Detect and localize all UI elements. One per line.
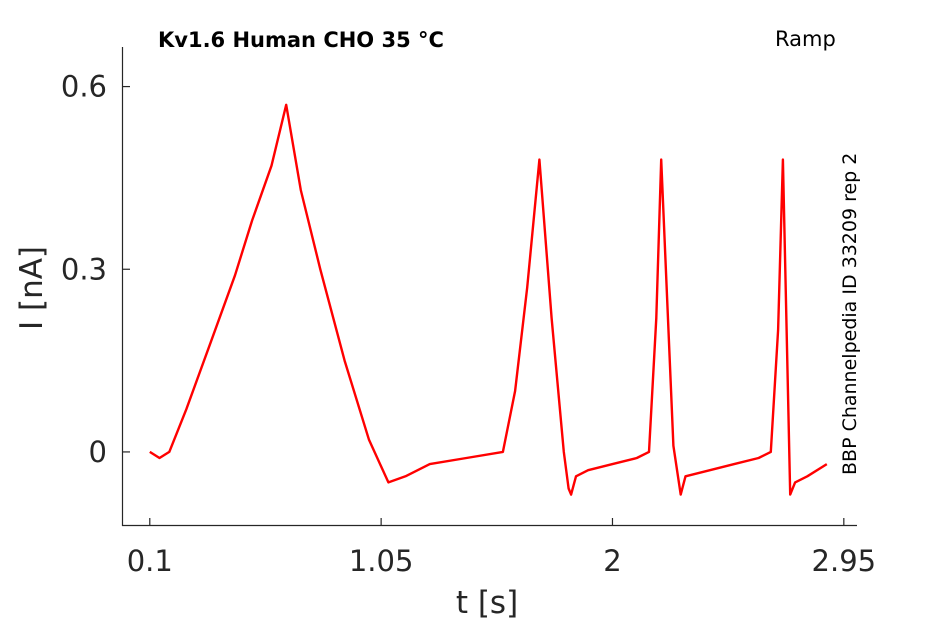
plot-area	[149, 103, 828, 496]
x-tick-label: 2.95	[812, 544, 877, 578]
x-axis-label: t [s]	[456, 585, 518, 621]
side-note: BBP Channelpedia ID 33209 rep 2	[839, 153, 861, 475]
y-tick-label: 0	[89, 435, 107, 469]
x-tick-label: 2	[603, 544, 621, 578]
axes	[121, 47, 857, 527]
protocol-label: Ramp	[775, 27, 836, 51]
chart-title: Kv1.6 Human CHO 35 °C	[158, 28, 444, 52]
x-tick-label: 1.05	[349, 544, 414, 578]
y-axis-label: I [nA]	[14, 246, 50, 330]
y-tick-label: 0.6	[61, 70, 107, 104]
series-line	[149, 103, 828, 496]
x-ticks: 0.1 1.05 2 2.95	[127, 518, 876, 578]
y-tick-label: 0.3	[61, 252, 107, 286]
y-ticks: 0 0.3 0.6	[61, 70, 130, 469]
x-tick-label: 0.1	[127, 544, 173, 578]
